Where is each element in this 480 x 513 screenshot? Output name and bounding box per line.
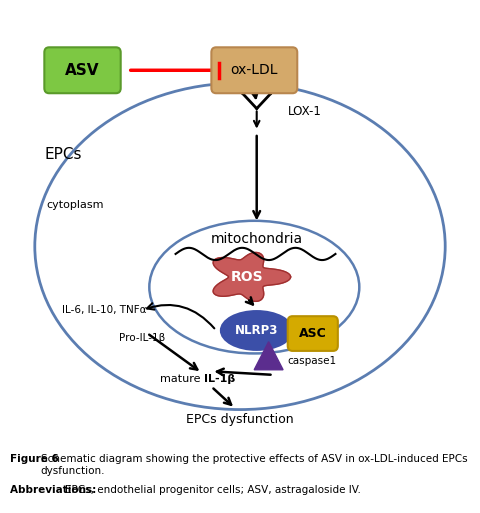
- Text: EPCs, endothelial progenitor cells; ASV, astragaloside IV.: EPCs, endothelial progenitor cells; ASV,…: [65, 485, 360, 495]
- Polygon shape: [213, 252, 290, 301]
- Polygon shape: [254, 342, 283, 370]
- Text: caspase1: caspase1: [288, 356, 337, 366]
- Text: NLRP3: NLRP3: [235, 324, 278, 337]
- Text: mitochondria: mitochondria: [211, 232, 303, 246]
- Text: Figure 6: Figure 6: [10, 454, 62, 464]
- Text: mature: mature: [160, 374, 204, 384]
- Text: Pro-IL-1β: Pro-IL-1β: [119, 333, 165, 343]
- Text: IL-1β: IL-1β: [204, 374, 236, 384]
- Text: Schematic diagram showing the protective effects of ASV in ox-LDL-induced EPCs d: Schematic diagram showing the protective…: [41, 454, 468, 476]
- Ellipse shape: [221, 311, 292, 350]
- Text: ox-LDL: ox-LDL: [230, 63, 278, 77]
- Text: cytoplasm: cytoplasm: [47, 201, 104, 210]
- FancyBboxPatch shape: [288, 316, 338, 351]
- Text: EPCs dysfunction: EPCs dysfunction: [186, 413, 294, 426]
- Text: EPCs: EPCs: [44, 147, 82, 162]
- Text: ASC: ASC: [299, 327, 327, 340]
- Text: ASV: ASV: [65, 63, 100, 78]
- Text: Abbreviations:: Abbreviations:: [10, 485, 99, 495]
- Text: ROS: ROS: [231, 270, 264, 284]
- Text: IL-6, IL-10, TNFα: IL-6, IL-10, TNFα: [62, 305, 146, 315]
- FancyBboxPatch shape: [211, 47, 297, 93]
- Text: LOX-1: LOX-1: [288, 105, 322, 117]
- FancyBboxPatch shape: [44, 47, 120, 93]
